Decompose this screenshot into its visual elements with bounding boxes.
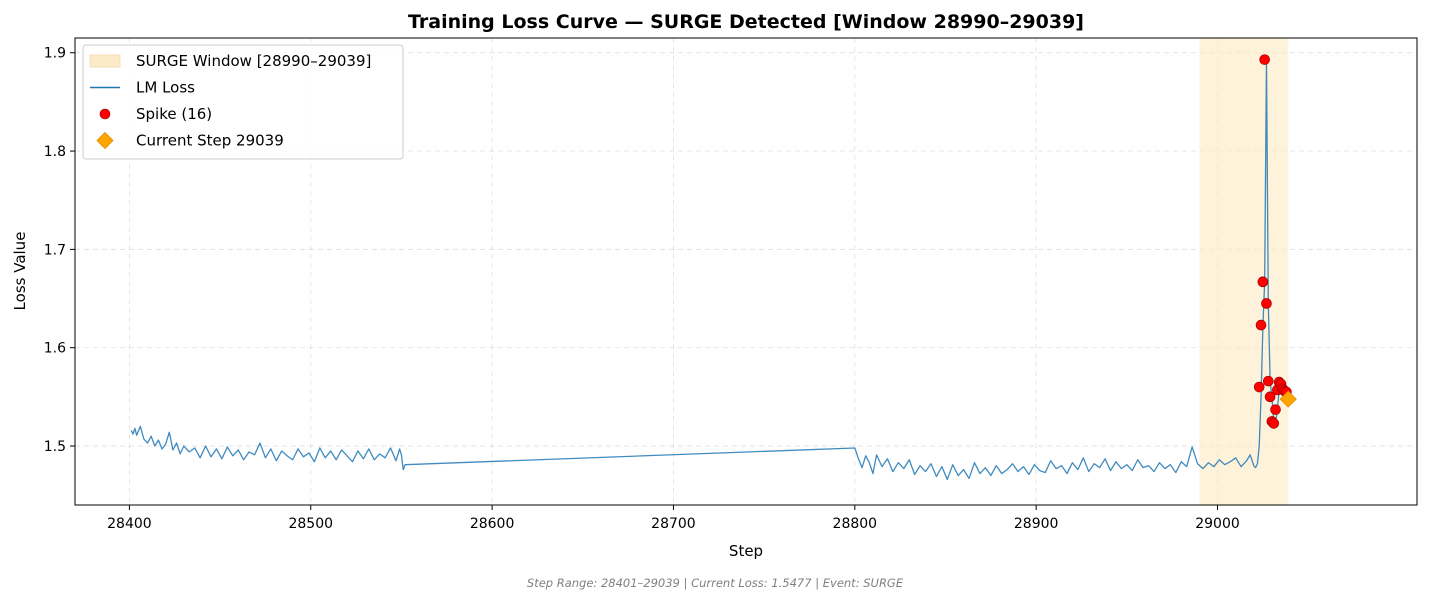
legend: SURGE Window [28990–29039] LM Loss Spike (… xyxy=(82,44,404,160)
spike-points-layer xyxy=(1253,54,1297,429)
y-tick-label: 1.6 xyxy=(44,341,66,357)
spike-point xyxy=(1262,375,1274,387)
spike-point xyxy=(1268,418,1280,429)
y-tick-label: 1.7 xyxy=(44,242,66,258)
x-tick-label: 28800 xyxy=(833,516,878,532)
axis-ticks: 28400 28500 28600 28700 28800 28900 29000 1.5 1.… xyxy=(44,46,1240,532)
x-axis-label: Step xyxy=(729,542,763,560)
x-tick-label: 28600 xyxy=(470,516,515,532)
x-tick-label: 28500 xyxy=(288,516,333,532)
loss-line-layer xyxy=(130,58,1289,481)
spike-point xyxy=(1255,319,1267,331)
legend-label: Spike (16) xyxy=(136,105,212,123)
surge-window-band xyxy=(1199,38,1289,505)
legend-box xyxy=(82,44,404,160)
surge-window-band-layer xyxy=(1199,38,1289,505)
spike-point xyxy=(1257,276,1269,288)
y-tick-label: 1.5 xyxy=(44,439,66,455)
current-step-marker xyxy=(1279,390,1297,408)
spike-point xyxy=(1270,404,1281,415)
x-tick-label: 28700 xyxy=(651,516,696,532)
plot-frame xyxy=(74,37,1418,506)
legend-label: SURGE Window [28990–29039] xyxy=(136,52,371,70)
footnote: Step Range: 28401–29039 | Current Loss: … xyxy=(527,576,904,590)
spike-point xyxy=(1261,298,1272,309)
legend-swatch-spike xyxy=(99,108,111,120)
legend-label: Current Step 29039 xyxy=(136,132,284,150)
legend-label: LM Loss xyxy=(136,79,195,97)
x-tick-label: 28900 xyxy=(1014,516,1059,532)
y-axis-label: Loss Value xyxy=(11,232,29,311)
legend-swatch-surge-window xyxy=(89,54,121,68)
y-tick-label: 1.8 xyxy=(44,144,66,160)
spike-point xyxy=(1264,391,1276,403)
spike-point xyxy=(1253,381,1265,393)
legend-swatch-current-step xyxy=(96,131,114,150)
spike-point xyxy=(1259,54,1270,65)
lm-loss-line xyxy=(130,58,1289,481)
x-tick-label: 28400 xyxy=(107,516,152,532)
y-tick-label: 1.9 xyxy=(44,46,66,62)
x-tick-label: 29000 xyxy=(1195,516,1240,532)
chart-title: Training Loss Curve — SURGE Detected [Wi… xyxy=(408,11,1084,33)
